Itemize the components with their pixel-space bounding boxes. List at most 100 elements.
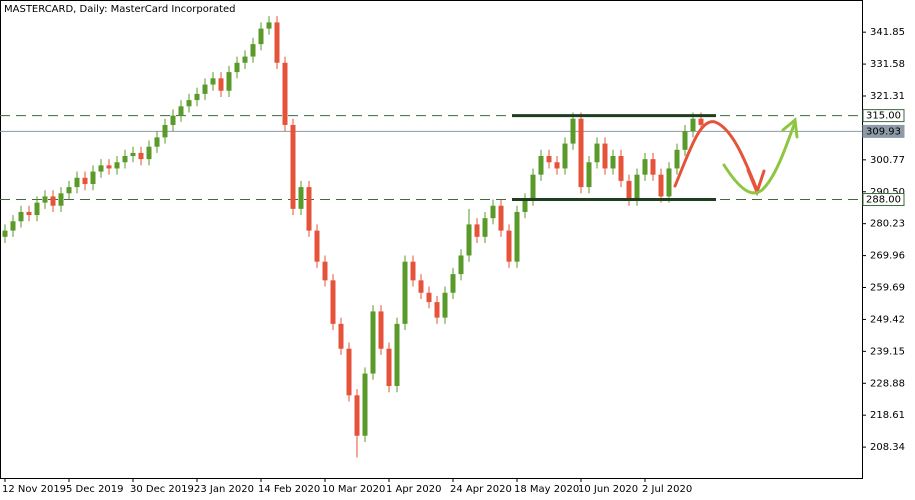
candle-body bbox=[250, 44, 256, 57]
candle-body bbox=[82, 177, 88, 184]
x-tick-label: 24 Apr 2020 bbox=[450, 484, 512, 495]
candle-body bbox=[314, 230, 320, 262]
candle-body bbox=[498, 205, 504, 231]
candle-body bbox=[26, 211, 32, 216]
y-tick-label: 331.58 bbox=[870, 59, 905, 70]
price-label: 288.00 bbox=[866, 195, 901, 206]
candle-body bbox=[586, 162, 592, 188]
candle-body bbox=[410, 261, 416, 281]
candle-body bbox=[298, 187, 304, 209]
candle-body bbox=[10, 221, 16, 231]
candle-body bbox=[282, 62, 288, 125]
candle-body bbox=[434, 302, 440, 318]
candle-body bbox=[450, 274, 456, 293]
candle-body bbox=[650, 159, 656, 175]
y-tick-label: 218.61 bbox=[870, 410, 905, 421]
y-tick-label: 341.85 bbox=[870, 27, 905, 38]
x-tick-label: 30 Dec 2019 bbox=[130, 484, 194, 495]
y-tick-label: 249.42 bbox=[870, 314, 905, 325]
x-tick-label: 10 Jun 2020 bbox=[578, 484, 638, 495]
x-tick-label: 18 May 2020 bbox=[514, 484, 579, 495]
y-tick-label: 228.88 bbox=[870, 378, 905, 389]
candle-body bbox=[682, 131, 688, 150]
candle-body bbox=[322, 261, 328, 281]
x-tick-label: 14 Feb 2020 bbox=[258, 484, 320, 495]
candle-body bbox=[114, 162, 120, 169]
price-label-box bbox=[862, 193, 905, 207]
candle-body bbox=[218, 78, 224, 91]
candle-body bbox=[506, 230, 512, 262]
candle-body bbox=[418, 280, 424, 293]
price-label: 315.00 bbox=[866, 111, 901, 122]
candle-body bbox=[90, 171, 96, 184]
candle-body bbox=[370, 311, 376, 374]
candle-body bbox=[202, 84, 208, 94]
x-tick-label: 10 Mar 2020 bbox=[322, 484, 385, 495]
candle-body bbox=[346, 348, 352, 396]
candle-body bbox=[626, 180, 632, 200]
candle-body bbox=[42, 196, 48, 203]
candle-body bbox=[178, 106, 184, 116]
candle-body bbox=[642, 159, 648, 175]
candle-body bbox=[18, 211, 24, 222]
candle-body bbox=[362, 373, 368, 436]
y-tick-label: 259.69 bbox=[870, 283, 905, 294]
candle-body bbox=[482, 218, 488, 237]
y-tick-label: 300.77 bbox=[870, 155, 905, 166]
price-label: 309.93 bbox=[866, 126, 901, 137]
candle-body bbox=[154, 137, 160, 147]
candle-body bbox=[698, 118, 704, 125]
candle-body bbox=[690, 118, 696, 132]
candle-body bbox=[474, 224, 480, 237]
candle-body bbox=[594, 143, 600, 163]
candle-body bbox=[234, 62, 240, 73]
candle-body bbox=[466, 224, 472, 256]
candle-body bbox=[442, 292, 448, 318]
x-tick-label: 23 Jan 2020 bbox=[194, 484, 254, 495]
candle-body bbox=[186, 100, 192, 107]
candle-body bbox=[386, 348, 392, 387]
candle-body bbox=[402, 261, 408, 324]
y-tick-label: 239.15 bbox=[870, 346, 905, 357]
candle-body bbox=[666, 168, 672, 197]
candle-body bbox=[490, 205, 496, 219]
candle-body bbox=[34, 202, 40, 216]
y-tick-label: 269.96 bbox=[870, 251, 905, 262]
candle-body bbox=[138, 152, 144, 160]
x-tick-label: 2 Jul 2020 bbox=[642, 484, 692, 495]
x-tick-label: 1 Apr 2020 bbox=[386, 484, 441, 495]
candle-body bbox=[66, 187, 72, 194]
candle-body bbox=[458, 255, 464, 275]
candle-body bbox=[354, 395, 360, 436]
forecast-arrows bbox=[673, 117, 799, 197]
candle-body bbox=[122, 156, 128, 163]
candle-body bbox=[538, 156, 544, 175]
candle-body bbox=[674, 149, 680, 169]
green-arrow-head bbox=[781, 117, 799, 139]
candle-body bbox=[522, 199, 528, 212]
candle-body bbox=[554, 162, 560, 169]
candle-body bbox=[570, 118, 576, 144]
candle-body bbox=[2, 230, 8, 237]
candle-body bbox=[658, 174, 664, 197]
candle-body bbox=[74, 177, 80, 188]
price-label-box bbox=[862, 124, 905, 138]
candle-body bbox=[130, 152, 136, 157]
candle-body bbox=[50, 196, 56, 206]
candle-body bbox=[242, 56, 248, 63]
candle-body bbox=[578, 118, 584, 188]
candle-body bbox=[618, 156, 624, 181]
candle-body bbox=[194, 93, 200, 101]
candle-body bbox=[602, 143, 608, 169]
x-tick-label: 5 Dec 2019 bbox=[66, 484, 124, 495]
price-label-box bbox=[862, 109, 905, 123]
candle-body bbox=[546, 156, 552, 163]
candle-body bbox=[426, 292, 432, 303]
candle-body bbox=[274, 22, 280, 63]
chart-title: MASTERCARD, Daily: MasterCard Incorporat… bbox=[4, 4, 236, 15]
marks bbox=[0, 16, 862, 458]
candle-body bbox=[338, 323, 344, 349]
candle-body bbox=[530, 174, 536, 200]
candle-body bbox=[106, 165, 112, 169]
